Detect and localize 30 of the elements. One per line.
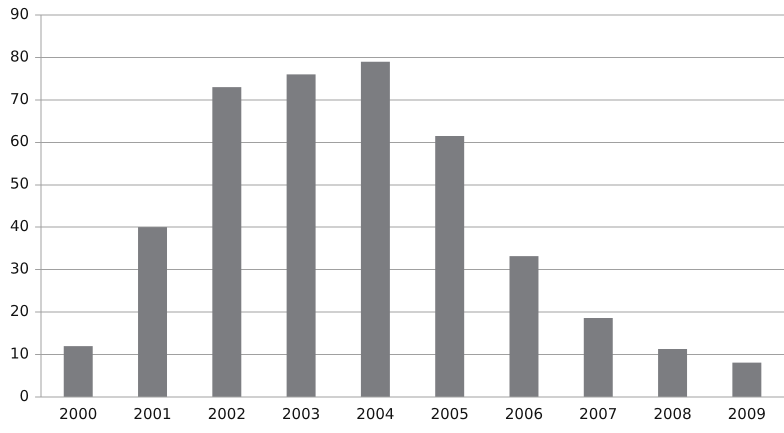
y-tick-label: 0	[20, 386, 30, 405]
bar	[138, 227, 168, 396]
y-tick-label: 90	[10, 4, 30, 23]
x-tick-label: 2007	[579, 404, 618, 423]
bar	[509, 256, 538, 396]
bar	[212, 87, 242, 396]
x-tick-label: 2002	[208, 404, 246, 423]
x-tick-label: 2009	[728, 404, 766, 423]
y-tick-label: 50	[10, 174, 30, 193]
y-tick-label: 30	[10, 260, 30, 278]
bar	[64, 346, 93, 396]
x-tick-label: 2000	[59, 404, 98, 423]
bar	[286, 74, 316, 396]
y-tick-label: 10	[10, 344, 30, 362]
x-tick-label: 2008	[653, 404, 692, 423]
bar	[360, 62, 390, 396]
x-tick-label: 2003	[282, 404, 320, 423]
bar	[435, 136, 464, 396]
y-tick-label: 20	[10, 302, 30, 320]
y-tick-label: 70	[10, 90, 30, 108]
bar	[584, 318, 613, 396]
y-tick-label: 80	[10, 47, 30, 66]
bar	[732, 362, 762, 396]
x-tick-label: 2005	[430, 404, 469, 423]
x-tick-label: 2004	[356, 404, 394, 423]
bar	[658, 349, 688, 396]
y-tick-label: 60	[10, 132, 30, 150]
x-tick-label: 2001	[133, 404, 172, 423]
y-tick-label: 40	[10, 217, 30, 236]
x-tick-label: 2006	[504, 404, 544, 423]
